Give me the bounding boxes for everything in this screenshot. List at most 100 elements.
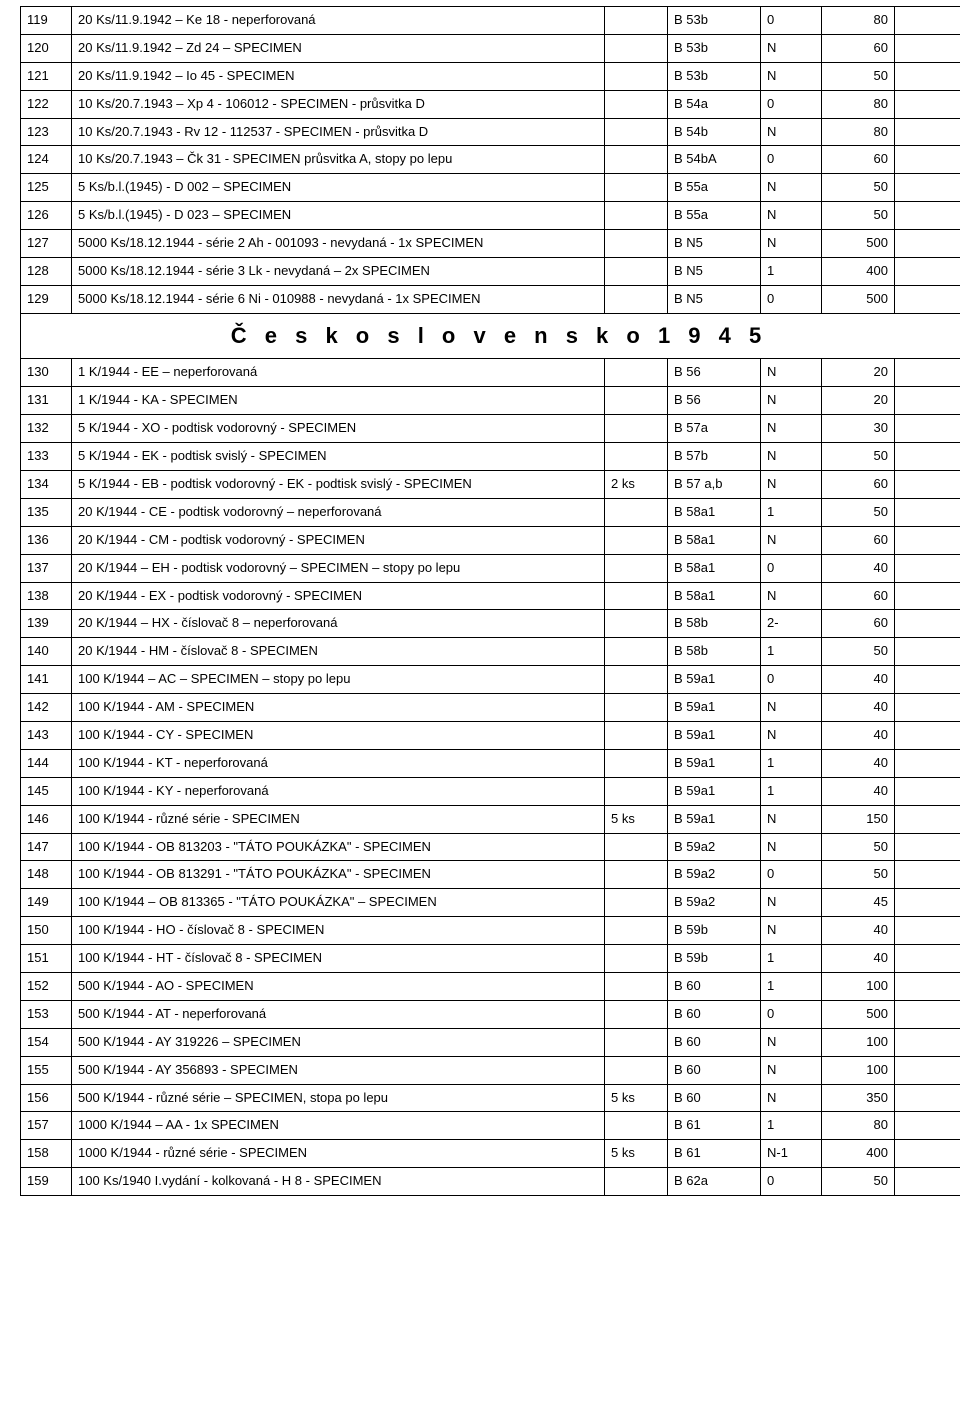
row-quantity (605, 359, 668, 387)
row-number: 130 (21, 359, 72, 387)
row-number: 134 (21, 470, 72, 498)
row-number: 143 (21, 721, 72, 749)
row-quantity (605, 917, 668, 945)
row-description: 1000 K/1944 - různé série - SPECIMEN (72, 1140, 605, 1168)
row-grade: 1 (761, 972, 822, 1000)
row-grade: N (761, 526, 822, 554)
row-quantity (605, 1028, 668, 1056)
row-note (895, 90, 960, 118)
row-description: 20 K/1944 - CM - podtisk vodorovný - SPE… (72, 526, 605, 554)
row-code: B 58a1 (668, 526, 761, 554)
row-number: 157 (21, 1112, 72, 1140)
row-code: B 59a1 (668, 805, 761, 833)
row-code: B 62a (668, 1168, 761, 1196)
table-row: 154500 K/1944 - AY 319226 – SPECIMENB 60… (21, 1028, 960, 1056)
row-number: 124 (21, 146, 72, 174)
row-grade: N (761, 359, 822, 387)
row-note (895, 805, 960, 833)
row-grade: 1 (761, 258, 822, 286)
row-quantity (605, 638, 668, 666)
row-code: B 55a (668, 202, 761, 230)
row-description: 20 Ks/11.9.1942 – Ke 18 - neperforovaná (72, 7, 605, 35)
row-grade: N (761, 694, 822, 722)
row-price: 30 (822, 415, 895, 443)
row-description: 5 K/1944 - XO - podtisk vodorovný - SPEC… (72, 415, 605, 443)
row-code: B 53b (668, 62, 761, 90)
row-grade: N (761, 387, 822, 415)
row-price: 100 (822, 972, 895, 1000)
row-description: 5000 Ks/18.12.1944 - série 6 Ni - 010988… (72, 285, 605, 313)
row-note (895, 118, 960, 146)
row-grade: N (761, 230, 822, 258)
row-code: B 59a2 (668, 861, 761, 889)
row-code: B 61 (668, 1112, 761, 1140)
table-row: 12020 Ks/11.9.1942 – Zd 24 – SPECIMENB 5… (21, 34, 960, 62)
row-price: 80 (822, 7, 895, 35)
row-description: 100 K/1944 - HT - číslovač 8 - SPECIMEN (72, 945, 605, 973)
row-note (895, 833, 960, 861)
row-grade: N (761, 582, 822, 610)
row-grade: N (761, 470, 822, 498)
row-description: 500 K/1944 - AY 319226 – SPECIMEN (72, 1028, 605, 1056)
row-price: 50 (822, 443, 895, 471)
row-quantity: 2 ks (605, 470, 668, 498)
row-number: 147 (21, 833, 72, 861)
row-price: 80 (822, 90, 895, 118)
row-number: 151 (21, 945, 72, 973)
row-number: 125 (21, 174, 72, 202)
row-code: B 53b (668, 7, 761, 35)
row-quantity (605, 861, 668, 889)
row-quantity (605, 526, 668, 554)
row-description: 1000 K/1944 – AA - 1x SPECIMEN (72, 1112, 605, 1140)
row-number: 136 (21, 526, 72, 554)
row-price: 500 (822, 285, 895, 313)
row-number: 135 (21, 498, 72, 526)
row-code: B 58b (668, 610, 761, 638)
row-note (895, 202, 960, 230)
table-row: 1325 K/1944 - XO - podtisk vodorovný - S… (21, 415, 960, 443)
row-price: 500 (822, 230, 895, 258)
row-quantity (605, 749, 668, 777)
row-quantity (605, 972, 668, 1000)
row-quantity (605, 610, 668, 638)
table-row: 13920 K/1944 – HX - číslovač 8 – neperfo… (21, 610, 960, 638)
row-grade: 0 (761, 146, 822, 174)
row-quantity (605, 777, 668, 805)
row-quantity (605, 721, 668, 749)
row-code: B 61 (668, 1140, 761, 1168)
section-header: Č e s k o s l o v e n s k o 1 9 4 5 (21, 313, 960, 359)
row-number: 123 (21, 118, 72, 146)
row-note (895, 1168, 960, 1196)
row-description: 10 Ks/20.7.1943 – Xp 4 - 106012 - SPECIM… (72, 90, 605, 118)
row-code: B 58a1 (668, 554, 761, 582)
row-grade: N (761, 415, 822, 443)
row-price: 50 (822, 62, 895, 90)
row-note (895, 972, 960, 1000)
row-description: 100 K/1944 - KY - neperforovaná (72, 777, 605, 805)
row-grade: N (761, 443, 822, 471)
row-code: B 54a (668, 90, 761, 118)
table-row: 159100 Ks/1940 I.vydání - kolkovaná - H … (21, 1168, 960, 1196)
row-grade: 0 (761, 1168, 822, 1196)
row-description: 20 K/1944 - CE - podtisk vodorovný – nep… (72, 498, 605, 526)
row-quantity (605, 285, 668, 313)
row-number: 148 (21, 861, 72, 889)
table-row: 1285000 Ks/18.12.1944 - série 3 Lk - nev… (21, 258, 960, 286)
row-quantity (605, 889, 668, 917)
row-note (895, 889, 960, 917)
row-price: 60 (822, 582, 895, 610)
row-number: 158 (21, 1140, 72, 1168)
row-code: B 57 a,b (668, 470, 761, 498)
table-row: 1255 Ks/b.l.(1945) - D 002 – SPECIMENB 5… (21, 174, 960, 202)
row-note (895, 666, 960, 694)
row-quantity (605, 202, 668, 230)
row-quantity (605, 666, 668, 694)
row-note (895, 285, 960, 313)
row-quantity (605, 1112, 668, 1140)
row-price: 500 (822, 1000, 895, 1028)
table-row: 13520 K/1944 - CE - podtisk vodorovný – … (21, 498, 960, 526)
table-row: 12210 Ks/20.7.1943 – Xp 4 - 106012 - SPE… (21, 90, 960, 118)
row-code: B 59a2 (668, 833, 761, 861)
row-note (895, 174, 960, 202)
row-description: 5 K/1944 - EK - podtisk svislý - SPECIME… (72, 443, 605, 471)
